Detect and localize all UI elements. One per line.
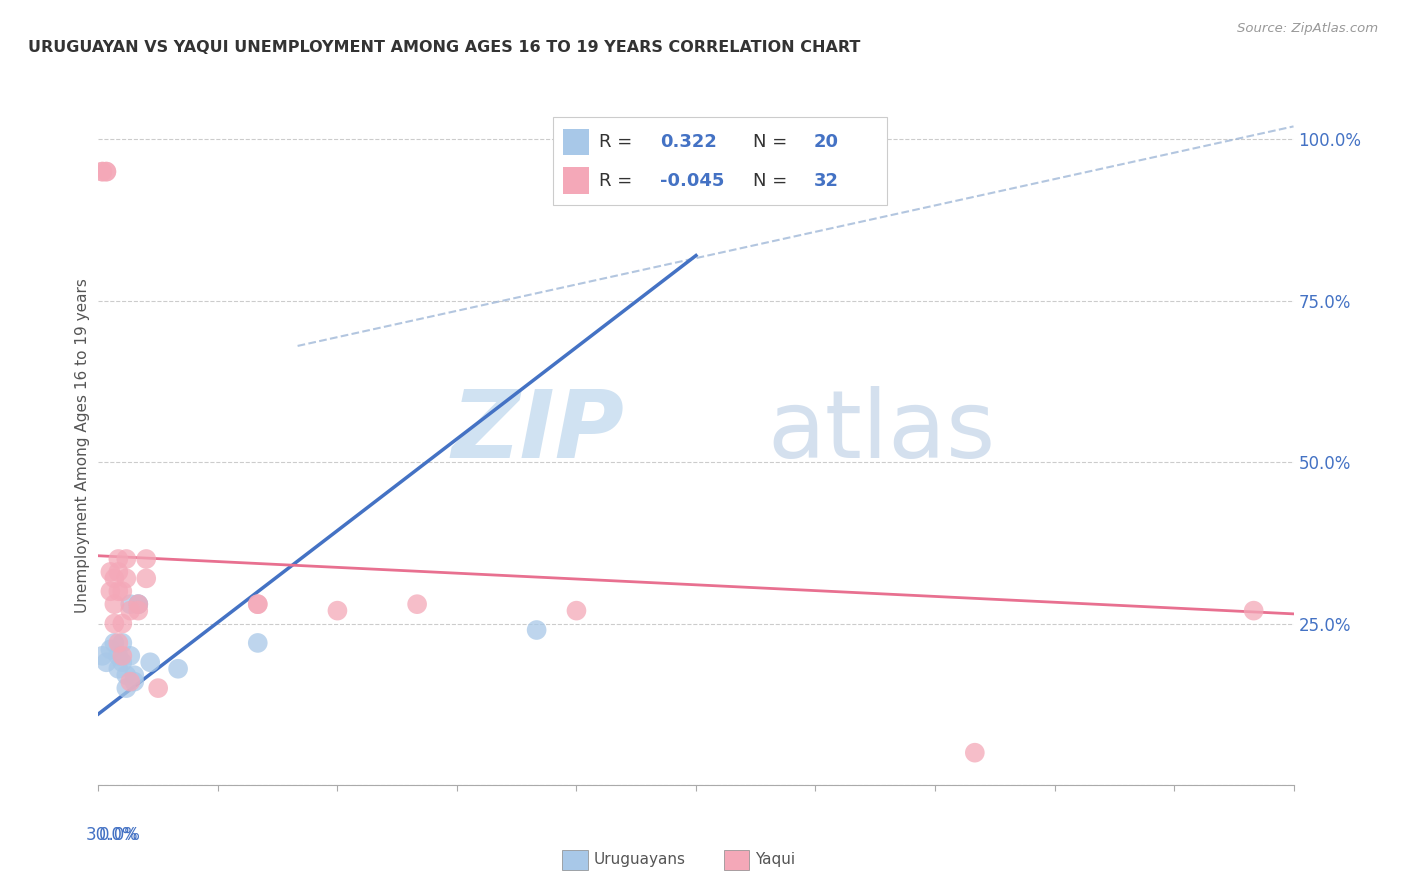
Text: R =: R = (599, 171, 638, 190)
Point (120, 674, 142, 689)
Point (963, 746, 986, 760)
Point (115, 668, 138, 682)
Point (127, 604, 149, 618)
Point (135, 571, 157, 585)
Point (246, 597, 269, 611)
Point (127, 597, 149, 611)
Text: Source: ZipAtlas.com: Source: ZipAtlas.com (1237, 22, 1378, 36)
Text: 20: 20 (814, 133, 838, 151)
Text: 32: 32 (814, 171, 838, 190)
Point (103, 616, 125, 631)
Point (96, 655, 118, 669)
Text: 30.0%: 30.0% (86, 826, 138, 844)
Point (111, 584, 134, 599)
Text: Uruguayans: Uruguayans (593, 853, 685, 867)
Point (127, 597, 149, 611)
Point (107, 565, 129, 579)
Point (148, 681, 170, 695)
Point (124, 668, 146, 682)
Text: N =: N = (754, 133, 793, 151)
Point (107, 552, 129, 566)
Point (124, 674, 146, 689)
Point (96, 164, 118, 178)
Point (120, 597, 142, 611)
Point (115, 681, 138, 695)
Text: ZIP: ZIP (451, 386, 624, 478)
Point (111, 616, 134, 631)
Point (91, 164, 114, 178)
Point (111, 655, 134, 669)
Text: R =: R = (599, 133, 638, 151)
Point (96, 164, 118, 178)
Point (103, 636, 125, 650)
Point (565, 604, 588, 618)
Point (103, 597, 125, 611)
Point (246, 636, 269, 650)
Point (115, 571, 138, 585)
Point (91, 648, 114, 663)
Text: -0.045: -0.045 (659, 171, 724, 190)
Point (98, 642, 122, 657)
Point (120, 648, 142, 663)
Point (406, 597, 429, 611)
Point (107, 584, 129, 599)
Text: atlas: atlas (768, 386, 995, 478)
Point (167, 662, 190, 676)
Point (91, 164, 114, 178)
Text: N =: N = (754, 171, 793, 190)
Text: URUGUAYAN VS YAQUI UNEMPLOYMENT AMONG AGES 16 TO 19 YEARS CORRELATION CHART: URUGUAYAN VS YAQUI UNEMPLOYMENT AMONG AG… (28, 40, 860, 55)
Text: 0.0%: 0.0% (98, 826, 141, 844)
Point (111, 636, 134, 650)
Y-axis label: Unemployment Among Ages 16 to 19 years: Unemployment Among Ages 16 to 19 years (75, 278, 90, 614)
Point (115, 552, 138, 566)
Point (120, 604, 142, 618)
Point (127, 597, 149, 611)
Point (103, 571, 125, 585)
Point (107, 636, 129, 650)
Point (139, 655, 162, 669)
Point (135, 552, 157, 566)
Text: 0.322: 0.322 (659, 133, 717, 151)
Point (326, 604, 349, 618)
Point (111, 648, 134, 663)
Text: Yaqui: Yaqui (755, 853, 796, 867)
Point (246, 597, 269, 611)
Point (98, 565, 122, 579)
Point (526, 623, 548, 637)
Point (98, 584, 122, 599)
Point (1243, 604, 1265, 618)
Point (107, 662, 129, 676)
Point (107, 648, 129, 663)
